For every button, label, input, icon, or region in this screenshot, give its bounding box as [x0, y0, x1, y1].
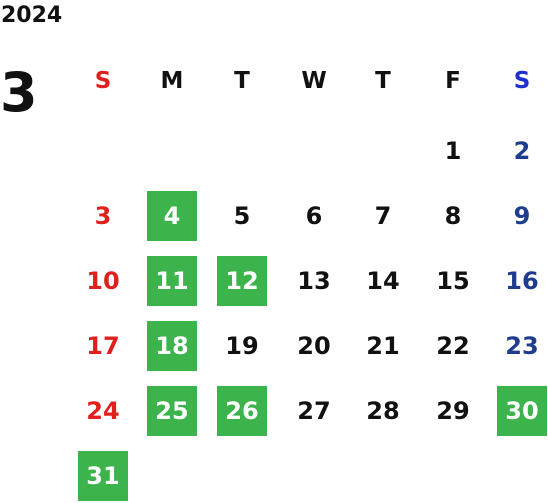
highlighted-day: 25	[147, 386, 197, 436]
day: 24	[86, 397, 120, 425]
day: 9	[513, 202, 531, 230]
day: 29	[436, 397, 470, 425]
month: 3	[0, 61, 38, 124]
highlighted-day: 11	[147, 256, 197, 306]
day: 10	[86, 267, 120, 295]
highlighted-day: 4	[147, 191, 197, 241]
highlighted-day: 31	[78, 451, 128, 501]
day: 17	[86, 332, 120, 360]
weekday-header: S	[513, 68, 531, 94]
day: 6	[305, 202, 323, 230]
highlighted-day: 12	[217, 256, 267, 306]
weekday-header: W	[301, 68, 327, 94]
year: 2024	[1, 3, 63, 28]
day: 23	[505, 332, 539, 360]
day: 3	[94, 202, 112, 230]
weekday-header: M	[160, 68, 184, 94]
day: 13	[297, 267, 331, 295]
highlighted-day: 18	[147, 321, 197, 371]
weekday-header: S	[94, 68, 112, 94]
day: 5	[233, 202, 251, 230]
weekday-header: T	[375, 68, 391, 94]
weekday-header: F	[445, 68, 461, 94]
day: 27	[297, 397, 331, 425]
day: 1	[444, 137, 462, 165]
highlighted-day: 30	[497, 386, 547, 436]
day: 28	[366, 397, 400, 425]
day: 19	[225, 332, 259, 360]
day: 15	[436, 267, 470, 295]
highlighted-day: 26	[217, 386, 267, 436]
day: 16	[505, 267, 539, 295]
day: 8	[444, 202, 462, 230]
day: 20	[297, 332, 331, 360]
day: 14	[366, 267, 400, 295]
day: 22	[436, 332, 470, 360]
day: 21	[366, 332, 400, 360]
day: 7	[374, 202, 392, 230]
weekday-header: T	[234, 68, 250, 94]
day: 2	[513, 137, 531, 165]
